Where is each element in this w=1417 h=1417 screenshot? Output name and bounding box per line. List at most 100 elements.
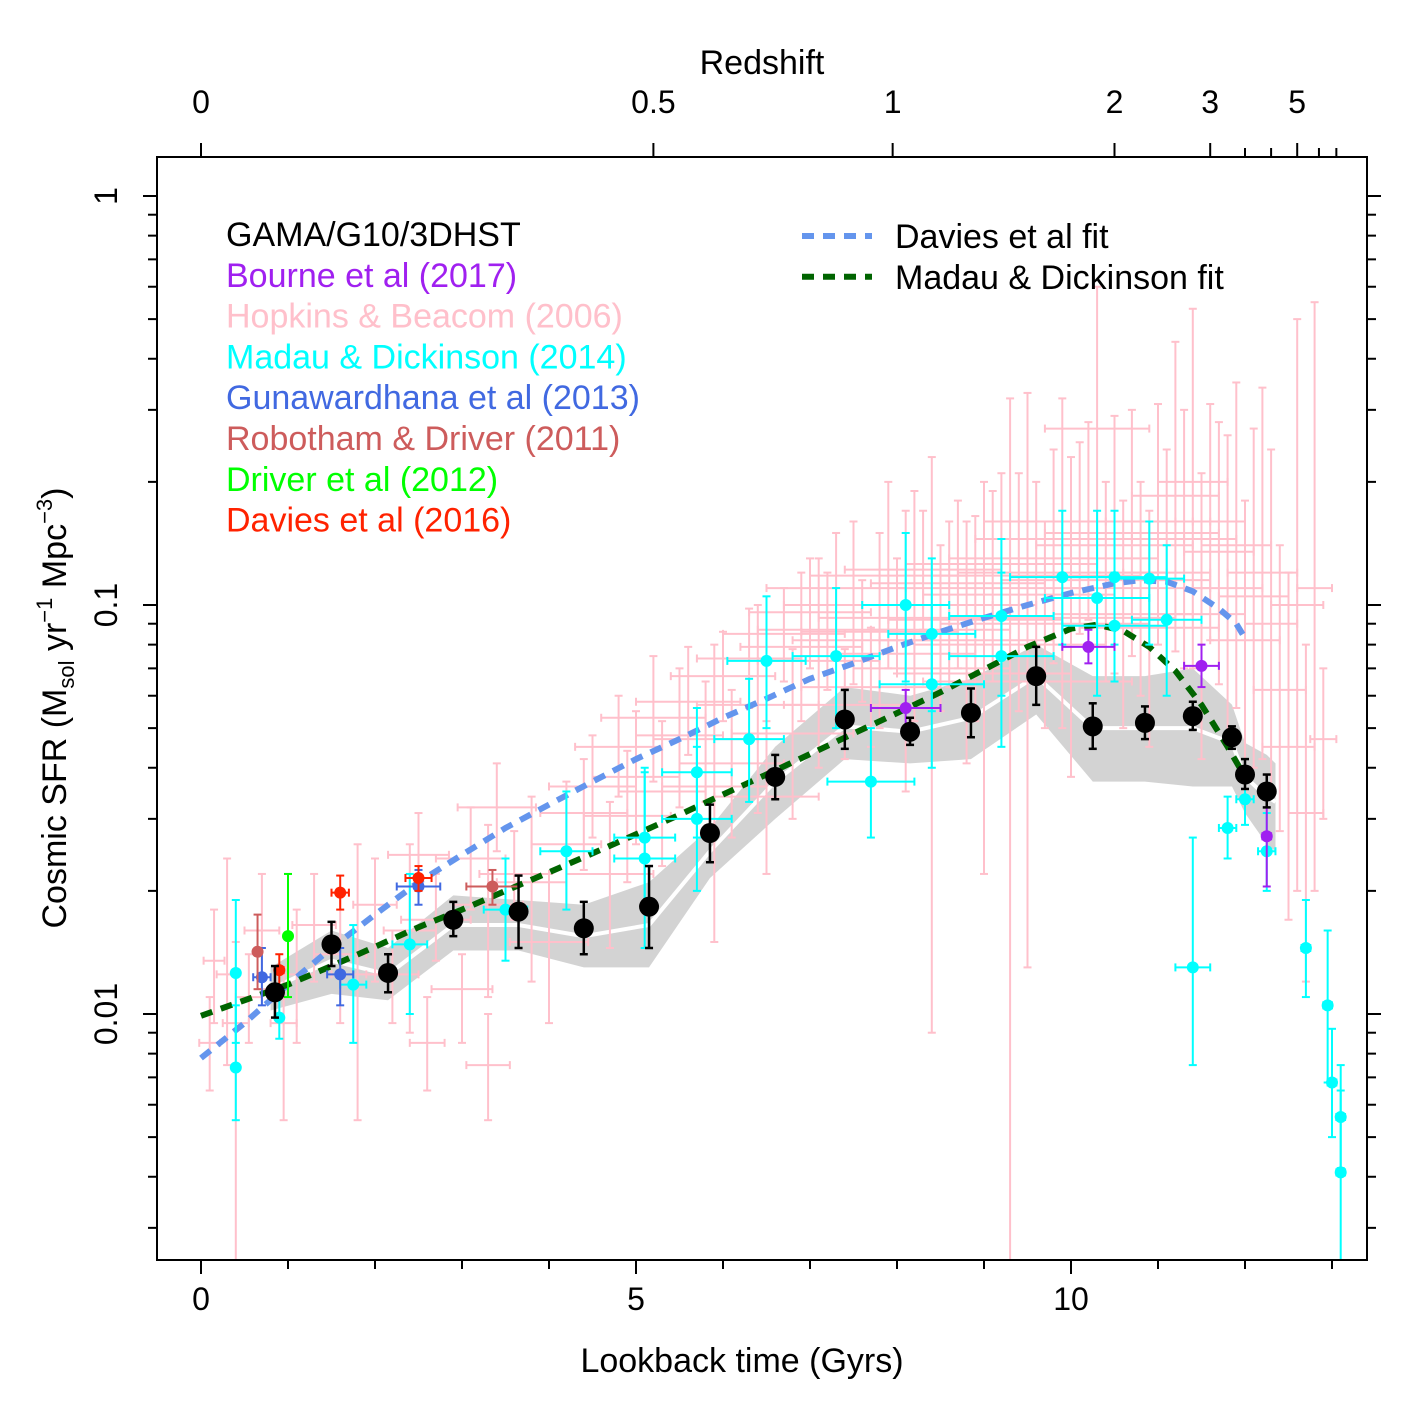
- data-point: [251, 913, 264, 991]
- data-point: [1256, 773, 1277, 809]
- axis-labels: Lookback time (Gyrs) Redshift Cosmic SFR…: [32, 44, 904, 1380]
- data-point: [800, 626, 942, 748]
- point-marker: [1160, 613, 1173, 626]
- data-point: [1043, 509, 1151, 697]
- data-points: [229, 509, 1347, 1261]
- data-point: [465, 1013, 511, 1122]
- data-point: [878, 604, 985, 769]
- data-point: [869, 688, 942, 730]
- plot-frame: [156, 156, 1368, 1261]
- data-point: [1235, 757, 1255, 791]
- point-marker: [1026, 666, 1047, 687]
- data-point: [508, 874, 529, 950]
- point-marker: [1239, 793, 1251, 806]
- data-point: [573, 900, 594, 956]
- point-marker: [1221, 821, 1234, 834]
- data-point: [791, 587, 881, 730]
- point-marker: [255, 971, 268, 984]
- point-marker: [229, 966, 242, 979]
- point-marker: [743, 733, 756, 746]
- legend-entry: Robotham & Driver (2011): [226, 420, 620, 458]
- axes: 0 5 10 0 0.5 1 2 3 5 1 0.1 0.01: [88, 84, 1381, 1317]
- point-marker: [573, 918, 594, 939]
- point-marker: [1256, 781, 1277, 802]
- point-marker: [1326, 1076, 1338, 1089]
- y-label-mid: yr: [36, 623, 74, 661]
- point-marker: [925, 678, 938, 691]
- y-label-sup1: −1: [32, 598, 57, 623]
- legend-entry: Bourne et al (2017): [226, 257, 517, 295]
- point-marker: [378, 962, 399, 983]
- y-label-main: Cosmic SFR (M: [36, 689, 74, 929]
- data-point: [765, 753, 786, 801]
- point-marker: [1260, 830, 1273, 843]
- data-point: [1061, 628, 1116, 665]
- data-point: [1296, 301, 1333, 892]
- data-point: [730, 648, 855, 820]
- point-marker: [834, 709, 855, 730]
- data-point: [922, 472, 1116, 713]
- data-point: [430, 953, 494, 1044]
- y-tick-label: 0.01: [88, 983, 124, 1045]
- y-tick-label: 0.1: [88, 583, 124, 627]
- data-point: [713, 677, 785, 803]
- data-point: [639, 864, 660, 950]
- point-marker: [1195, 659, 1208, 672]
- data-point: [1309, 667, 1338, 820]
- point-marker: [334, 968, 347, 981]
- data-point: [548, 734, 637, 839]
- data-point: [1326, 1027, 1338, 1139]
- top-tick-label: 1: [884, 84, 902, 120]
- y-label-sup2: −3: [32, 499, 57, 524]
- data-point: [456, 762, 537, 853]
- point-marker: [1186, 961, 1199, 974]
- point-marker: [486, 880, 499, 893]
- point-marker: [412, 872, 425, 885]
- legend-entry: GAMA/G10/3DHST: [226, 216, 521, 254]
- top-tick-label: 2: [1106, 84, 1124, 120]
- point-marker: [1235, 764, 1255, 785]
- data-point: [661, 745, 733, 892]
- data-point: [1134, 705, 1155, 741]
- y-label-sub: sol: [54, 660, 79, 688]
- data-point: [1130, 340, 1220, 653]
- y-label-mid2: Mpc: [36, 524, 74, 598]
- legend-entry: Hopkins & Beacom (2006): [226, 298, 623, 336]
- top-axis-label: Redshift: [700, 44, 825, 82]
- point-marker: [1082, 640, 1095, 653]
- point-marker: [229, 1061, 242, 1074]
- point-marker: [1299, 942, 1312, 955]
- point-marker: [264, 982, 285, 1003]
- point-marker: [1108, 619, 1121, 632]
- y-tick-label: 1: [88, 187, 124, 205]
- point-marker: [499, 903, 512, 916]
- point-marker: [251, 945, 264, 958]
- data-point: [834, 688, 855, 751]
- data-point: [330, 874, 350, 911]
- data-point: [1182, 700, 1203, 732]
- point-marker: [960, 702, 981, 723]
- data-point: [900, 716, 921, 747]
- data-point: [404, 865, 433, 892]
- point-marker: [1082, 716, 1103, 737]
- data-point: [826, 727, 916, 839]
- point-marker: [273, 1011, 286, 1024]
- top-tick-label: 0: [192, 84, 210, 120]
- x-tick-label: 0: [192, 1281, 210, 1317]
- point-marker: [1221, 727, 1242, 748]
- point-marker: [900, 721, 921, 742]
- point-marker: [321, 934, 342, 955]
- point-marker: [334, 886, 347, 899]
- data-point: [408, 996, 446, 1092]
- y-label-end: ): [36, 488, 74, 499]
- point-marker: [1321, 999, 1334, 1012]
- point-marker: [899, 599, 912, 611]
- point-marker: [864, 775, 877, 788]
- legend-entry: Gunawardhana et al (2013): [226, 379, 640, 417]
- data-point: [1217, 795, 1238, 860]
- point-marker: [282, 930, 294, 943]
- data-point: [617, 720, 707, 868]
- point-marker: [639, 896, 660, 917]
- point-marker: [443, 909, 464, 930]
